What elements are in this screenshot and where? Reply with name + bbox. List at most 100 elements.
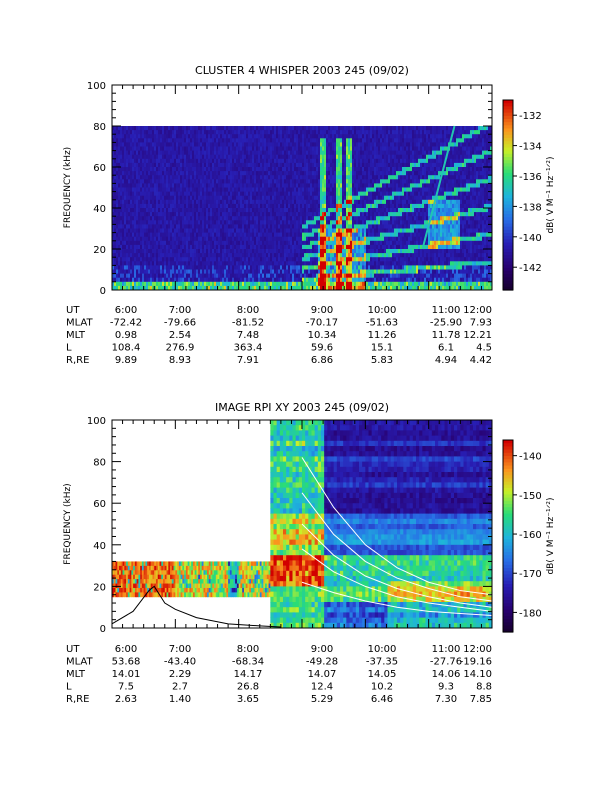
spectrogram-cell (234, 158, 237, 164)
spectrogram-cell (178, 257, 181, 262)
spectrogram-cell (224, 281, 227, 287)
spectrogram-cell (278, 236, 281, 242)
spectrogram-cell (234, 240, 237, 246)
spectrogram-cell (158, 175, 161, 180)
spectrogram-cell (284, 179, 287, 184)
spectrogram-cell (112, 183, 115, 188)
spectrogram-cell (220, 212, 223, 217)
spectrogram-cell (158, 183, 161, 188)
spectrogram-cell (138, 199, 141, 205)
spectrogram-cell (150, 273, 153, 279)
spectrogram-cell (296, 269, 299, 274)
spectrogram-cell (204, 232, 207, 238)
spectrogram-cell (284, 281, 287, 287)
spectrogram-cell (266, 281, 269, 287)
spectrogram-cell (128, 281, 131, 287)
spectrogram-cell (132, 134, 135, 139)
spectrogram-cell (114, 285, 117, 291)
spectrogram-cell (184, 138, 187, 143)
spectrogram-cell (188, 249, 191, 254)
spectrogram-cell (242, 236, 245, 242)
spectrogram-cell (250, 236, 253, 242)
spectrogram-cell (242, 146, 245, 151)
spectrogram-cell (130, 130, 133, 135)
spectrogram-cell (266, 261, 269, 266)
spectrogram-cell (156, 138, 159, 143)
spectrogram-cell (154, 232, 157, 238)
spectrogram-cell (224, 126, 227, 131)
spectrogram-cell (216, 187, 219, 192)
spectrogram-cell (162, 130, 165, 135)
spectrogram-cell (222, 126, 225, 131)
spectrogram-cell (228, 277, 231, 283)
spectrogram-cell (260, 208, 263, 213)
spectrogram-cell (258, 208, 261, 213)
spectrogram-cell (296, 199, 299, 205)
spectrogram-cell (174, 150, 177, 156)
spectrogram-cell (274, 162, 277, 168)
spectrogram-cell (234, 191, 237, 197)
spectrogram-cell (208, 179, 211, 184)
spectrogram-cell (250, 208, 253, 213)
spectrogram-cell (198, 277, 201, 283)
spectrogram-cell (186, 130, 189, 135)
spectrogram-cell (206, 224, 209, 229)
spectrogram-cell (268, 146, 271, 151)
spectrogram-cell (218, 179, 221, 184)
spectrogram-cell (126, 232, 129, 238)
spectrogram-cell (128, 183, 131, 188)
spectrogram-cell (234, 232, 237, 238)
spectrogram-cell (196, 150, 199, 156)
spectrogram-cell (252, 208, 255, 213)
spectrogram-cell (250, 216, 253, 221)
spectrogram-cell (214, 249, 217, 254)
spectrogram-cell (266, 175, 269, 180)
spectrogram-cell (292, 269, 295, 274)
spectrogram-cell (270, 232, 273, 238)
spectrogram-cell (276, 158, 279, 164)
spectrogram-cell (176, 220, 179, 225)
spectrogram-cell (120, 253, 123, 258)
spectrogram-cell (250, 187, 253, 192)
spectrogram-cell (148, 220, 151, 225)
spectrogram-cell (236, 236, 239, 242)
spectrogram-cell (270, 171, 273, 176)
spectrogram-cell (170, 281, 173, 287)
spectrogram-cell (212, 265, 215, 270)
spectrogram-cell (220, 208, 223, 213)
spectrogram-cell (180, 261, 183, 266)
spectrogram-cell (288, 138, 291, 143)
spectrogram-cell (184, 130, 187, 135)
spectrogram-cell (152, 240, 155, 246)
spectrogram-cell (260, 212, 263, 217)
spectrogram-cell (264, 158, 267, 164)
spectrogram-cell (184, 265, 187, 270)
spectrogram-cell (118, 171, 121, 176)
spectrogram-cell (144, 212, 147, 217)
spectrogram-cell (208, 150, 211, 156)
spectrogram-cell (198, 208, 201, 213)
spectrogram-cell (220, 175, 223, 180)
spectrogram-cell (200, 244, 203, 250)
spectrogram-cell (194, 154, 197, 160)
spectrogram-cell (208, 285, 211, 291)
spectrogram-cell (254, 179, 257, 184)
spectrogram-cell (236, 126, 239, 131)
spectrogram-cell (238, 228, 241, 233)
spectrogram-cell (300, 228, 303, 233)
spectrogram-cell (170, 167, 173, 172)
spectrogram-cell (140, 138, 143, 143)
spectrogram-cell (246, 142, 249, 147)
spectrogram-cell (260, 265, 263, 270)
spectrogram-cell (146, 249, 149, 254)
spectrogram-cell (232, 224, 235, 229)
spectrogram-cell (144, 199, 147, 205)
spectrogram-cell (126, 269, 129, 274)
spectrogram-cell (264, 228, 267, 233)
spectrogram-cell (216, 208, 219, 213)
spectrogram-cell (112, 232, 115, 238)
spectrogram-cell (198, 228, 201, 233)
spectrogram-cell (148, 273, 151, 279)
spectrogram-cell (264, 269, 267, 274)
spectrogram-cell (174, 212, 177, 217)
